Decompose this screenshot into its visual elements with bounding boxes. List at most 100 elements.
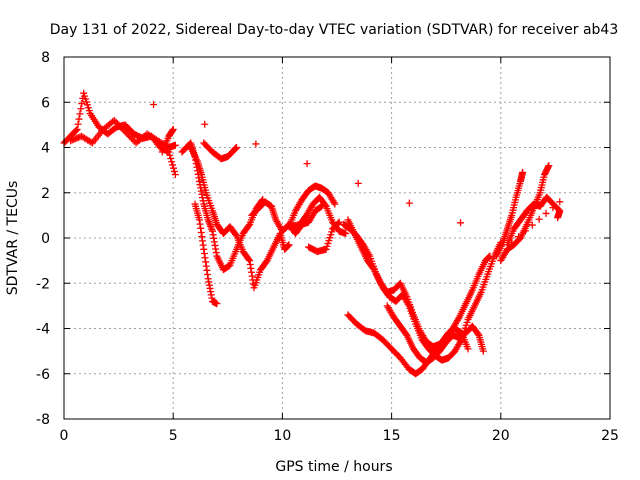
data-point-marker bbox=[521, 227, 529, 235]
data-point-marker bbox=[75, 115, 83, 123]
y-tick-label: -4 bbox=[36, 322, 50, 338]
plot-frame bbox=[63, 56, 611, 420]
data-point-marker bbox=[78, 100, 86, 108]
series-track-3 bbox=[158, 125, 177, 156]
series-track-14 bbox=[344, 311, 472, 378]
series-track-15 bbox=[383, 302, 487, 366]
data-point-marker bbox=[170, 167, 178, 175]
data-point-marker bbox=[168, 158, 176, 166]
data-point-marker bbox=[129, 136, 137, 144]
x-tick-label: 15 bbox=[383, 428, 401, 444]
x-axis-label: GPS time / hours bbox=[275, 459, 392, 475]
data-point-marker bbox=[169, 125, 177, 133]
data-point-marker bbox=[549, 204, 557, 212]
data-point-marker bbox=[123, 129, 131, 137]
y-tick-label: -6 bbox=[36, 367, 50, 383]
data-point-marker bbox=[113, 120, 121, 128]
data-point-marker bbox=[474, 330, 482, 338]
data-point-marker bbox=[303, 160, 311, 168]
data-point-marker bbox=[331, 200, 339, 208]
data-point-marker bbox=[232, 230, 240, 238]
data-point-marker bbox=[73, 125, 81, 133]
data-point-marker bbox=[121, 128, 129, 136]
data-point-marker bbox=[126, 133, 134, 141]
data-point-marker bbox=[87, 138, 95, 146]
data-point-marker bbox=[342, 229, 350, 237]
y-tick-label: 2 bbox=[41, 186, 50, 202]
data-point-marker bbox=[519, 168, 527, 176]
data-point-marker bbox=[120, 126, 128, 134]
data-point-marker bbox=[171, 171, 179, 179]
data-point-marker bbox=[486, 252, 494, 260]
series-track-16 bbox=[492, 168, 527, 260]
data-point-marker bbox=[545, 162, 553, 170]
series-track-18 bbox=[503, 193, 564, 249]
y-axis-label: SDTVAR / TECUs bbox=[5, 181, 21, 296]
data-point-marker bbox=[330, 198, 338, 206]
data-points bbox=[60, 89, 564, 378]
data-point-marker bbox=[457, 219, 465, 227]
data-point-marker bbox=[535, 215, 543, 223]
data-point-marker bbox=[124, 131, 132, 139]
x-tick-label: 20 bbox=[492, 428, 510, 444]
data-point-marker bbox=[479, 347, 487, 355]
data-point-marker bbox=[166, 151, 174, 159]
data-point-marker bbox=[118, 124, 126, 132]
series-track-6 bbox=[187, 144, 293, 292]
series-track-10 bbox=[287, 193, 350, 237]
y-tick-label: -2 bbox=[36, 276, 50, 292]
data-point-marker bbox=[335, 218, 343, 226]
grid-lines bbox=[64, 57, 610, 419]
x-tick-label: 25 bbox=[601, 428, 619, 444]
x-tick-label: 5 bbox=[169, 428, 178, 444]
data-point-marker bbox=[167, 154, 175, 162]
x-tick-label: 0 bbox=[60, 428, 69, 444]
data-point-marker bbox=[112, 118, 120, 126]
data-point-marker bbox=[245, 255, 253, 263]
data-point-marker bbox=[74, 120, 82, 128]
x-tick-label: 10 bbox=[273, 428, 291, 444]
data-point-marker bbox=[72, 126, 80, 134]
data-point-marker bbox=[213, 300, 221, 308]
data-point-marker bbox=[515, 233, 523, 241]
data-point-marker bbox=[169, 161, 177, 169]
series-track-1 bbox=[60, 89, 179, 179]
data-point-marker bbox=[528, 221, 536, 229]
series-track-5 bbox=[191, 200, 221, 308]
data-point-marker bbox=[252, 140, 260, 148]
data-point-marker bbox=[405, 199, 413, 207]
data-point-marker bbox=[110, 116, 118, 124]
data-point-marker bbox=[454, 315, 462, 323]
data-point-marker bbox=[115, 121, 123, 129]
series-outliers bbox=[150, 101, 564, 247]
data-point-marker bbox=[233, 144, 241, 151]
axis-ticks: 0 5 10 15 20 25 -8 -6 -4 -2 0 2 4 6 8 bbox=[36, 50, 619, 444]
series-track-7 bbox=[200, 139, 241, 163]
data-point-marker bbox=[171, 141, 179, 149]
data-point-marker bbox=[542, 209, 550, 217]
y-tick-label: 0 bbox=[41, 231, 50, 247]
data-point-marker bbox=[285, 241, 293, 249]
data-point-marker bbox=[354, 179, 362, 187]
data-point-marker bbox=[245, 222, 253, 230]
data-point-marker bbox=[464, 345, 472, 353]
data-point-marker bbox=[334, 219, 342, 227]
data-point-marker bbox=[201, 120, 209, 128]
data-point-marker bbox=[508, 239, 516, 247]
data-point-marker bbox=[170, 164, 178, 172]
data-point-marker bbox=[127, 134, 135, 142]
data-point-marker bbox=[116, 123, 124, 131]
data-point-marker bbox=[556, 198, 564, 206]
y-tick-label: -8 bbox=[36, 412, 50, 428]
data-point-marker bbox=[76, 110, 84, 118]
chart-title: Day 131 of 2022, Sidereal Day-to-day VTE… bbox=[50, 22, 619, 38]
y-tick-label: 6 bbox=[41, 95, 50, 111]
series-track-11 bbox=[305, 218, 343, 256]
series-track-9 bbox=[285, 182, 339, 231]
data-point-marker bbox=[554, 214, 562, 222]
data-point-marker bbox=[321, 201, 329, 209]
series-track-13 bbox=[344, 216, 494, 351]
data-point-marker bbox=[77, 105, 85, 113]
